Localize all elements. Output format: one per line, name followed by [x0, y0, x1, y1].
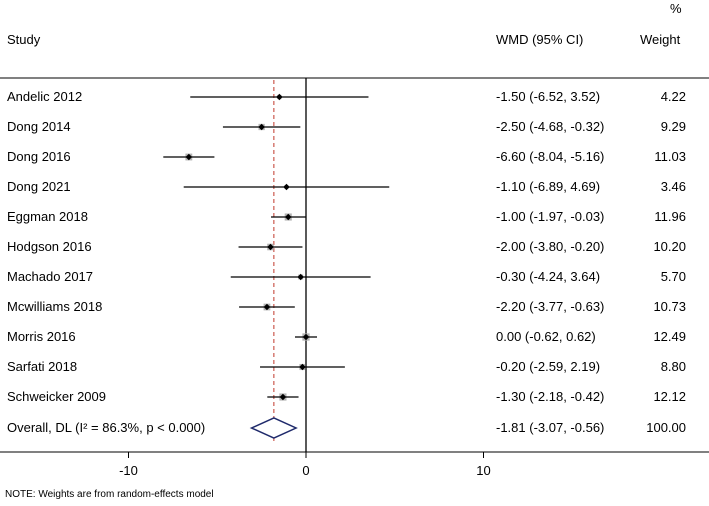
study-weight-text: 12.12 — [653, 389, 686, 404]
weight-column-header: Weight — [640, 32, 681, 47]
study-column-header: Study — [7, 32, 41, 47]
study-name: Machado 2017 — [7, 269, 94, 284]
x-tick-label: 10 — [476, 463, 490, 478]
effect-column-header: WMD (95% CI) — [496, 32, 584, 47]
point-estimate-marker — [283, 183, 290, 191]
study-ci-text: -2.50 (-4.68, -0.32) — [496, 119, 605, 134]
overall-ci-text: -1.81 (-3.07, -0.56) — [496, 420, 605, 435]
overall-label: Overall, DL (I² = 86.3%, p < 0.000) — [7, 420, 206, 435]
weights-note: NOTE: Weights are from random-effects mo… — [5, 489, 214, 500]
point-estimate-marker — [263, 303, 271, 311]
study-name: Morris 2016 — [7, 329, 76, 344]
study-name: Dong 2021 — [7, 179, 71, 194]
point-estimate-marker — [297, 273, 304, 281]
point-estimate-marker — [267, 243, 274, 251]
study-name: Eggman 2018 — [7, 209, 88, 224]
study-weight-text: 4.22 — [660, 89, 686, 104]
x-tick-label: -10 — [119, 463, 138, 478]
study-weight-text: 9.29 — [660, 119, 686, 134]
study-name: Andelic 2012 — [7, 89, 83, 104]
study-weight-text: 11.03 — [654, 149, 686, 164]
point-estimate-marker — [279, 393, 287, 401]
point-estimate-marker — [185, 153, 193, 161]
point-estimate-marker — [285, 213, 292, 221]
study-ci-text: -6.60 (-8.04, -5.16) — [496, 149, 605, 164]
study-weight-text: 10.73 — [653, 299, 686, 314]
study-weight-text: 8.80 — [660, 359, 686, 374]
study-name: Mcwilliams 2018 — [7, 299, 103, 314]
study-ci-text: -0.20 (-2.59, 2.19) — [496, 359, 601, 374]
study-ci-text: -2.20 (-3.77, -0.63) — [496, 299, 605, 314]
point-estimate-marker — [258, 123, 265, 131]
study-ci-text: -0.30 (-4.24, 3.64) — [496, 269, 601, 284]
study-ci-text: -1.10 (-6.89, 4.69) — [496, 179, 601, 194]
weight-symbol-header: % — [670, 1, 682, 16]
study-weight-text: 3.46 — [660, 179, 686, 194]
study-weight-text: 11.96 — [654, 209, 686, 224]
study-name: Sarfati 2018 — [7, 359, 78, 374]
study-name: Hodgson 2016 — [7, 239, 92, 254]
overall-diamond — [249, 417, 298, 439]
point-estimate-marker — [299, 363, 306, 371]
study-ci-text: -1.50 (-6.52, 3.52) — [496, 89, 601, 104]
study-ci-text: -2.00 (-3.80, -0.20) — [496, 239, 605, 254]
study-ci-text: -1.30 (-2.18, -0.42) — [496, 389, 605, 404]
study-weight-text: 5.70 — [660, 269, 686, 284]
study-name: Schweicker 2009 — [7, 389, 106, 404]
study-weight-text: 12.49 — [653, 329, 686, 344]
overall-weight-text: 100.00 — [646, 420, 686, 435]
study-ci-text: 0.00 (-0.62, 0.62) — [496, 329, 596, 344]
point-estimate-marker — [276, 93, 283, 101]
study-name: Dong 2016 — [7, 149, 71, 164]
point-estimate-marker — [302, 333, 310, 341]
study-ci-text: -1.00 (-1.97, -0.03) — [496, 209, 605, 224]
study-weight-text: 10.20 — [653, 239, 686, 254]
study-name: Dong 2014 — [7, 119, 71, 134]
x-tick-label: 0 — [302, 463, 309, 478]
